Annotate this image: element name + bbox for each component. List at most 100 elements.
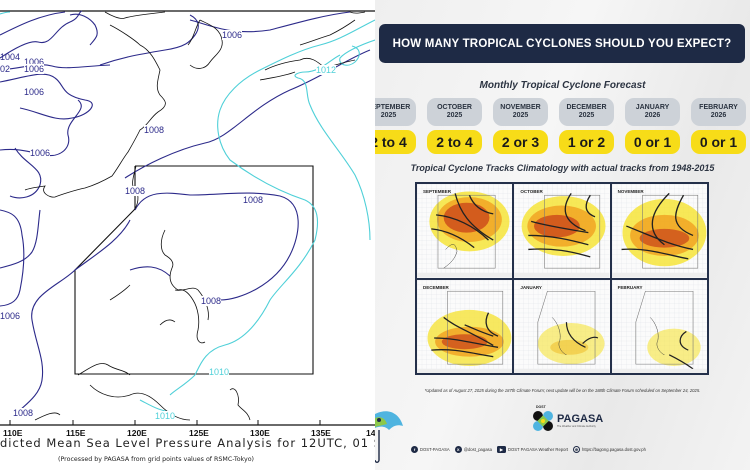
- climatology-map-january: JANUARY: [514, 279, 610, 373]
- lon-tick-110: 110E: [3, 428, 23, 438]
- forecast-oct-2025: OCTOBER 2025 2 to 4: [427, 98, 482, 154]
- tc-forecast-infographic: HOW MANY TROPICAL CYCLONES SHOULD YOU EX…: [375, 0, 750, 470]
- headline-banner: HOW MANY TROPICAL CYCLONES SHOULD YOU EX…: [379, 24, 745, 63]
- track-density-chart: [611, 184, 707, 278]
- cyclone-count: 1 or 2: [559, 130, 614, 154]
- isobar-label: 02: [0, 64, 11, 74]
- month-year: 2026: [710, 112, 727, 119]
- par-boundary: [74, 165, 314, 375]
- globe-icon: ⊕: [573, 446, 580, 453]
- climatology-map-december: DECEMBER: [417, 279, 513, 373]
- month-name: SEPTEMBER: [375, 103, 411, 111]
- social-links: f DOST-PAGASA X @dost_pagasa ▶ DOST PAGA…: [411, 446, 646, 453]
- month-pill: OCTOBER 2025: [427, 98, 482, 126]
- social-website[interactable]: ⊕ https://bagong.pagasa.dost.gov.ph: [573, 446, 646, 453]
- headline-text: HOW MANY TROPICAL CYCLONES SHOULD YOU EX…: [392, 37, 732, 50]
- climatology-map-november: NOVEMBER: [611, 184, 707, 278]
- map-month-label: SEPTEMBER: [423, 189, 452, 194]
- umbrella-mascot-icon: [375, 411, 403, 463]
- climatology-map-october: OCTOBER: [514, 184, 610, 278]
- isobar-label: 1006: [0, 311, 21, 321]
- forecast-jan-2026: JANUARY 2026 0 or 1: [625, 98, 680, 154]
- month-pill: SEPTEMBER 2025: [375, 98, 416, 126]
- pagasa-logo: DOST PAGASA The Weather and Climate Auth…: [532, 405, 604, 432]
- month-year: 2026: [644, 112, 661, 119]
- climatology-grid: SEPTEMBER OCTOBER: [415, 182, 709, 375]
- lon-tick-115: 115E: [66, 428, 86, 438]
- map-month-label: JANUARY: [520, 284, 542, 290]
- lon-tick-135: 135E: [311, 428, 331, 438]
- month-name: JANUARY: [635, 103, 670, 111]
- facebook-icon: f: [411, 446, 418, 453]
- forecast-dec-2025: DECEMBER 2025 1 or 2: [559, 98, 614, 154]
- track-density-chart: [514, 279, 610, 373]
- month-pill: FEBRUARY 2026: [691, 98, 746, 126]
- social-label: DOST PAGASA Weather Report: [507, 447, 568, 452]
- map-caption: dicted Mean Sea Level Pressure Analysis …: [0, 436, 375, 450]
- isobar-label: 1004: [0, 52, 21, 62]
- map-month-label: NOVEMBER: [617, 189, 644, 194]
- climatology-map-february: FEBRUARY: [611, 279, 707, 373]
- month-year: 2025: [380, 112, 397, 119]
- logo-tagline: The Weather and Climate Authority: [557, 425, 596, 428]
- cyclone-count: 2 to 4: [427, 130, 482, 154]
- logo-name: PAGASA: [557, 413, 604, 425]
- isobar-label: 1008: [243, 195, 264, 205]
- month-name: OCTOBER: [437, 103, 472, 111]
- map-month-label: OCTOBER: [520, 189, 543, 194]
- isobar-label: 1008: [13, 408, 34, 418]
- isobar-label: 1012: [316, 65, 337, 75]
- track-density-chart: [611, 279, 707, 373]
- month-name: NOVEMBER: [500, 103, 541, 111]
- month-name: DECEMBER: [566, 103, 607, 111]
- month-pill: JANUARY 2026: [625, 98, 680, 126]
- forecast-nov-2025: NOVEMBER 2025 2 or 3: [493, 98, 548, 154]
- map-subcaption: (Processed by PAGASA from grid points va…: [58, 456, 255, 463]
- month-year: 2025: [512, 112, 529, 119]
- lon-tick-130: 130E: [250, 428, 270, 438]
- isobar-label: 1006: [24, 64, 45, 74]
- forecast-title: Monthly Tropical Cyclone Forecast: [479, 80, 646, 91]
- lon-tick-125: 125E: [189, 428, 209, 438]
- isobar-label: 1008: [144, 125, 165, 135]
- pressure-chart: [0, 10, 375, 426]
- climatology-title: Tropical Cyclone Tracks Climatology with…: [410, 163, 715, 173]
- cyclone-count: 0 or 1: [691, 130, 746, 154]
- isobar-label: 1006: [222, 30, 243, 40]
- youtube-icon: ▶: [496, 446, 506, 453]
- track-density-chart: [514, 184, 610, 278]
- month-year: 2025: [446, 112, 463, 119]
- social-label: https://bagong.pagasa.dost.gov.ph: [582, 447, 646, 452]
- isobar-label: 1006: [30, 148, 51, 158]
- pagasa-emblem-icon: [533, 411, 553, 431]
- month-name: FEBRUARY: [699, 103, 738, 111]
- map-month-label: DECEMBER: [423, 284, 449, 290]
- isobar-label: 1008: [125, 186, 146, 196]
- isobar-label: 1010: [209, 367, 230, 377]
- social-youtube[interactable]: ▶ DOST PAGASA Weather Report: [496, 446, 568, 453]
- isobar-label: 1010: [155, 411, 176, 421]
- social-facebook[interactable]: f DOST-PAGASA: [411, 446, 450, 453]
- x-icon: X: [454, 446, 462, 453]
- cyclone-count: 0 or 1: [625, 130, 680, 154]
- social-label: @dost_pagasa: [463, 447, 492, 452]
- month-year: 2025: [578, 112, 595, 119]
- month-pill: DECEMBER 2025: [559, 98, 614, 126]
- cyclone-count: 2 or 3: [493, 130, 548, 154]
- update-footnote: *Updated as of August 27, 2025 during th…: [424, 388, 701, 393]
- social-label: DOST-PAGASA: [420, 447, 450, 452]
- climatology-map-september: SEPTEMBER: [417, 184, 513, 278]
- monthly-forecast-row: SEPTEMBER 2025 2 to 4 OCTOBER 2025 2 to …: [375, 98, 746, 154]
- lon-tick-120: 120E: [127, 428, 147, 438]
- isobar-label: 1006: [24, 87, 45, 97]
- track-density-chart: [417, 184, 513, 278]
- logo-dost-text: DOST: [536, 405, 546, 409]
- cyclone-count: 2 to 4: [375, 130, 416, 154]
- forecast-feb-2026: FEBRUARY 2026 0 or 1: [691, 98, 746, 154]
- forecast-sep-2025: SEPTEMBER 2025 2 to 4: [375, 98, 416, 154]
- lon-tick-140: 140: [366, 428, 375, 438]
- track-density-chart: [417, 279, 513, 373]
- isobar-label: 1006: [24, 57, 45, 67]
- social-x[interactable]: X @dost_pagasa: [454, 446, 492, 453]
- map-month-label: FEBRUARY: [617, 284, 643, 290]
